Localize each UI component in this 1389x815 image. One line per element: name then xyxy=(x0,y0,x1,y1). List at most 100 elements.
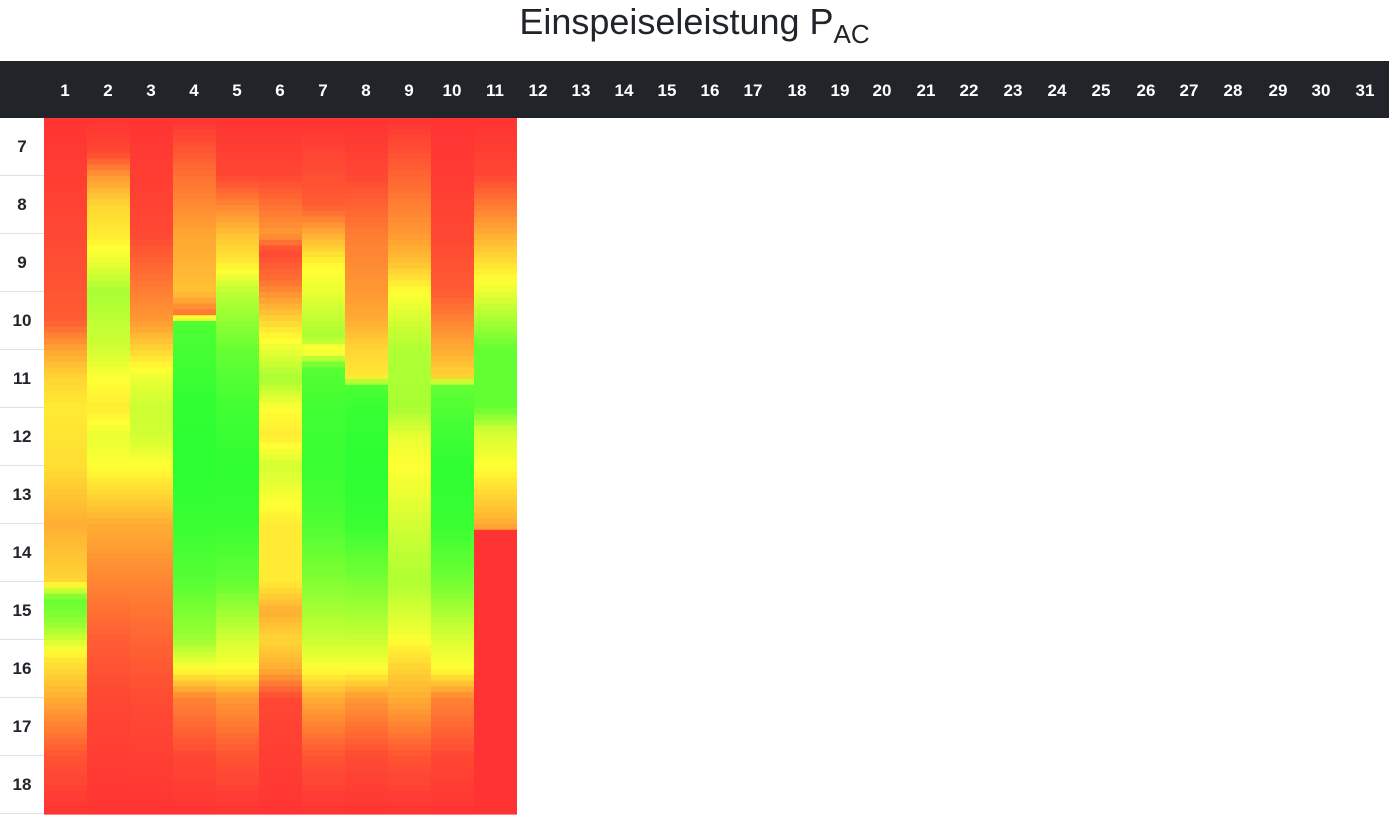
heat-cell xyxy=(173,152,216,160)
heat-cell xyxy=(259,808,302,815)
heat-cell xyxy=(87,164,130,171)
heat-cell xyxy=(388,344,431,351)
heat-cell xyxy=(44,703,87,711)
heat-cell xyxy=(302,570,345,577)
heat-cell xyxy=(302,709,345,716)
heat-cell xyxy=(216,326,259,334)
heat-cell xyxy=(87,361,130,368)
heat-cell xyxy=(44,309,87,316)
heat-cell xyxy=(44,651,87,658)
heat-cell xyxy=(388,796,431,803)
heat-cell xyxy=(302,779,345,786)
heat-cell xyxy=(173,808,216,815)
heat-cell xyxy=(302,228,345,235)
heat-cell xyxy=(302,419,345,426)
heat-cell xyxy=(345,442,388,450)
heat-cell xyxy=(388,297,431,305)
heat-cell xyxy=(130,315,173,322)
heat-cell xyxy=(474,651,517,658)
heat-cell xyxy=(216,361,259,368)
heat-cell xyxy=(216,454,259,461)
heat-cell xyxy=(130,379,173,386)
heat-cell xyxy=(431,808,474,815)
heat-cell xyxy=(259,460,302,467)
heat-cell xyxy=(388,437,431,444)
heat-cell xyxy=(259,512,302,519)
heat-cell xyxy=(87,315,130,322)
heat-cell xyxy=(130,669,173,676)
heat-cell xyxy=(259,147,302,154)
heat-cell xyxy=(345,315,388,322)
heat-cell xyxy=(259,187,302,194)
heat-cell xyxy=(259,553,302,560)
heat-cell xyxy=(44,808,87,815)
heat-cell xyxy=(130,431,173,438)
heat-cell xyxy=(302,808,345,815)
heat-cell xyxy=(431,367,474,374)
heat-cell xyxy=(173,251,216,258)
heat-cell xyxy=(87,802,130,809)
day-header-row: 1 2 3 4 5 6 7 8 9 10 11 12 13 14 15 16 17 18 19 20 21 22 23 24 2… xyxy=(0,61,1389,118)
heat-cell xyxy=(216,245,259,252)
heat-cell xyxy=(388,634,431,641)
heat-cell xyxy=(173,442,216,450)
heat-cell xyxy=(259,321,302,328)
heat-cell xyxy=(44,408,87,415)
heat-cell xyxy=(173,437,216,444)
heat-cell xyxy=(302,245,345,252)
heat-cell xyxy=(130,245,173,252)
heat-cell xyxy=(44,471,87,479)
heat-cell xyxy=(216,466,259,473)
heat-cell xyxy=(345,152,388,160)
heat-cell xyxy=(345,263,388,270)
heat-cell xyxy=(474,454,517,461)
heat-cell xyxy=(302,239,345,247)
day-header-22: 22 xyxy=(959,81,979,100)
heat-cell xyxy=(345,576,388,583)
heat-cell xyxy=(87,582,130,589)
heat-cell xyxy=(302,280,345,287)
heat-cell xyxy=(259,703,302,711)
heat-cell xyxy=(173,570,216,577)
heat-cell xyxy=(173,651,216,658)
heat-cell xyxy=(44,744,87,751)
heat-cell xyxy=(130,396,173,403)
heat-cell xyxy=(130,524,173,531)
heat-cell xyxy=(302,802,345,809)
heat-cell xyxy=(431,547,474,554)
heat-cell xyxy=(388,280,431,287)
day-header-14: 14 xyxy=(614,81,634,100)
heat-cell xyxy=(130,187,173,194)
heat-cell xyxy=(345,605,388,612)
heat-cell xyxy=(130,390,173,397)
heat-cell xyxy=(345,187,388,194)
heat-cell xyxy=(474,187,517,194)
hour-label-11: 11 xyxy=(0,350,44,408)
heat-cell xyxy=(216,425,259,432)
heat-cell xyxy=(345,274,388,281)
heat-cell xyxy=(345,460,388,467)
heat-cell xyxy=(87,616,130,624)
heat-cell xyxy=(44,350,87,357)
heat-cell xyxy=(345,425,388,432)
heat-cell xyxy=(388,309,431,316)
heat-cell xyxy=(216,669,259,676)
heat-cell xyxy=(44,413,87,421)
heat-cell xyxy=(44,379,87,386)
heat-cell xyxy=(388,518,431,525)
heat-cell xyxy=(216,721,259,728)
heat-cell xyxy=(44,518,87,525)
heat-cell xyxy=(130,338,173,345)
heat-cell xyxy=(474,703,517,711)
heat-cell xyxy=(130,361,173,368)
heat-cell xyxy=(130,216,173,223)
heat-cell xyxy=(173,332,216,339)
heat-cell xyxy=(302,593,345,600)
heat-cell xyxy=(130,721,173,728)
heat-cell xyxy=(130,170,173,177)
heat-cell xyxy=(44,367,87,374)
heat-cell xyxy=(302,692,345,699)
heat-cell xyxy=(474,576,517,583)
heat-cell xyxy=(345,176,388,183)
heat-cell xyxy=(431,164,474,171)
